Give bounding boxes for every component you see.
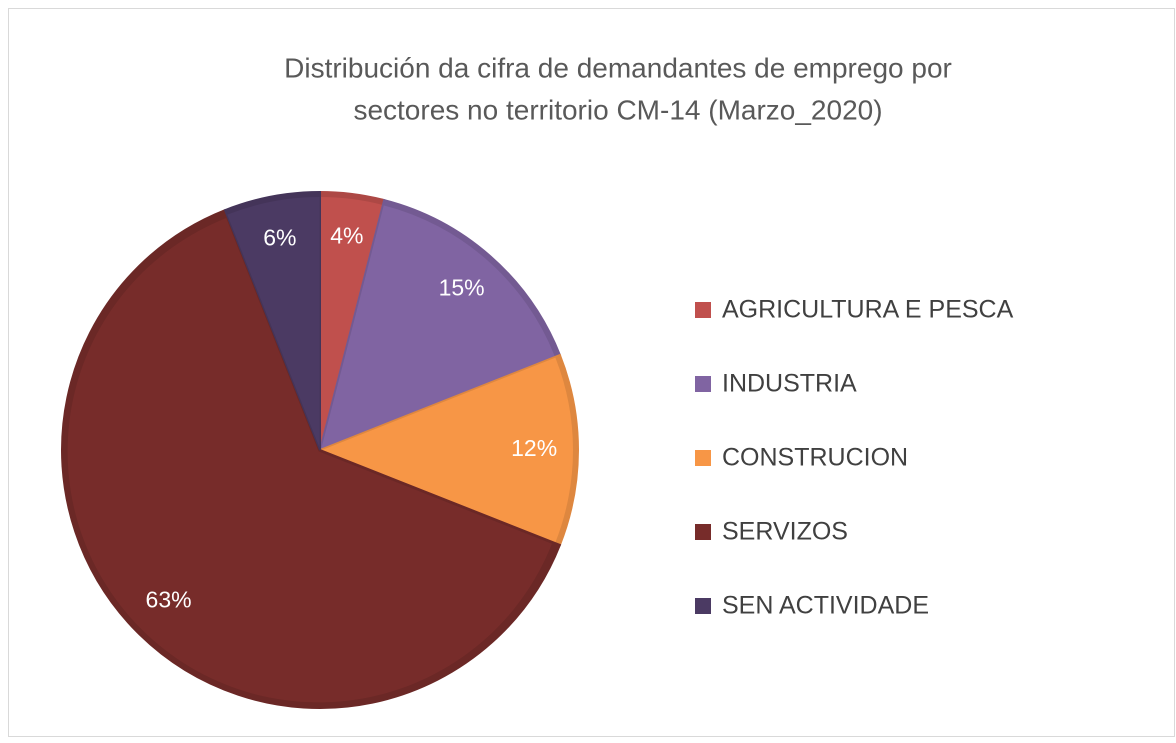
pie-slice-face: [67, 218, 552, 703]
legend-swatch: [695, 450, 711, 466]
data-label: 4%: [330, 223, 363, 249]
legend-label: SERVIZOS: [722, 518, 848, 546]
legend-swatch: [695, 376, 711, 392]
legend-label: CONSTRUCION: [722, 444, 908, 472]
legend-swatch: [695, 302, 711, 318]
pie-slice-face: [322, 357, 573, 543]
pie-slice-face: [227, 197, 320, 449]
legend-label: AGRICULTURA E PESCA: [722, 296, 1014, 324]
pie-slice-face: [321, 205, 555, 449]
data-label: 12%: [511, 435, 557, 461]
chart-title: sectores no territorio CM-14 (Marzo_2020…: [353, 94, 882, 125]
chart-title: Distribución da cifra de demandantes de …: [284, 52, 952, 83]
legend-label: SEN ACTIVIDADE: [722, 592, 929, 620]
data-label: 6%: [263, 225, 296, 251]
legend-swatch: [695, 598, 711, 614]
data-label: 15%: [439, 274, 485, 300]
data-label: 63%: [146, 586, 192, 612]
legend-swatch: [695, 524, 711, 540]
legend-label: INDUSTRIA: [722, 370, 857, 398]
